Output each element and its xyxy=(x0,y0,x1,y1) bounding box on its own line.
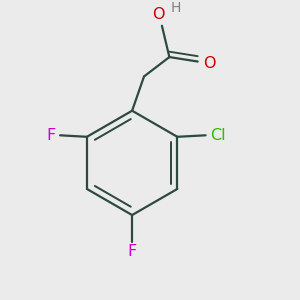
Text: O: O xyxy=(203,56,215,70)
Text: O: O xyxy=(152,7,165,22)
Text: F: F xyxy=(128,244,137,259)
Text: Cl: Cl xyxy=(211,128,226,143)
Text: H: H xyxy=(170,2,181,16)
Text: F: F xyxy=(46,128,56,143)
